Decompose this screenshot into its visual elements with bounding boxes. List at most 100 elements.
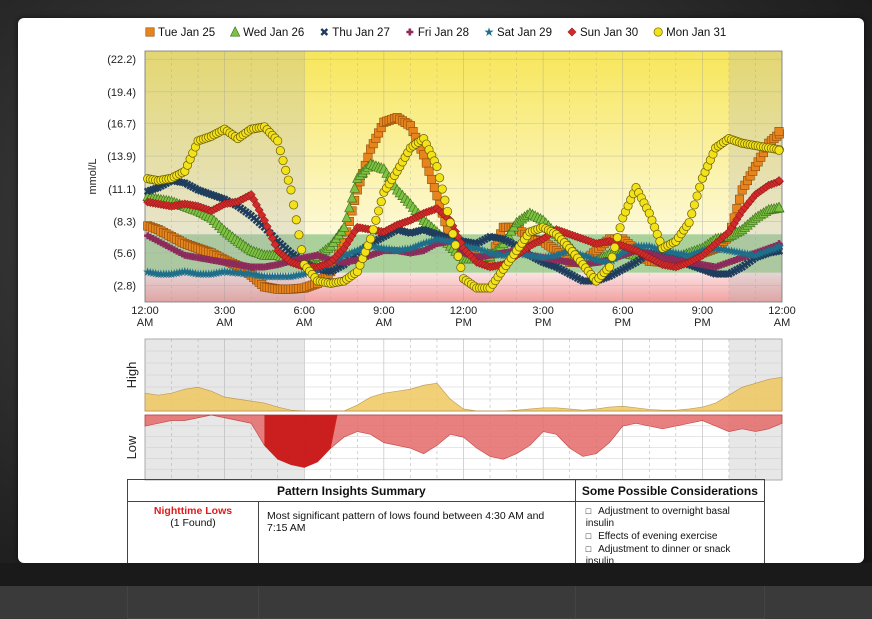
data-point: ★: [737, 246, 748, 260]
data-point: ★: [341, 247, 352, 261]
data-point: ★: [604, 255, 615, 269]
data-point: ★: [251, 268, 262, 282]
data-point: ★: [408, 240, 419, 254]
data-point: [689, 200, 699, 210]
data-point: [684, 218, 694, 228]
data-point: ★: [384, 242, 395, 256]
data-point: ★: [694, 245, 705, 259]
x-tick-label: 3:00: [214, 305, 235, 317]
data-point: ★: [763, 244, 774, 258]
data-point: ★: [665, 245, 676, 259]
considerations-cell: Adjustment to overnight basal insulin Ef…: [574, 501, 766, 572]
data-point: ★: [434, 232, 445, 246]
data-point: ★: [463, 240, 474, 254]
data-point: ★: [275, 269, 286, 283]
data-point: ★: [593, 253, 604, 267]
data-point: ★: [540, 250, 551, 264]
data-point: [421, 158, 431, 168]
x-tick-label: 9:00: [373, 305, 394, 317]
y-tick-label: (19.4): [107, 87, 136, 99]
x-tick-label: 6:00: [612, 305, 633, 317]
data-point: ★: [503, 247, 514, 261]
y-tick-label: (2.8): [113, 281, 136, 293]
data-point: ★: [349, 245, 360, 259]
data-point: ★: [243, 267, 254, 281]
data-point: ★: [264, 269, 275, 283]
data-point: ★: [678, 247, 689, 261]
data-point: ★: [750, 248, 761, 262]
data-point: ★: [217, 265, 228, 279]
x-tick-label: AM: [376, 317, 393, 329]
data-point: ★: [652, 242, 663, 256]
data-point: ★: [670, 246, 681, 260]
data-point: ★: [601, 255, 612, 269]
data-point: ★: [219, 265, 230, 279]
data-point: ★: [288, 269, 299, 283]
data-point: ★: [230, 266, 241, 280]
pattern-cell[interactable]: Nighttime Lows (1 Found): [127, 501, 259, 572]
data-point: ★: [161, 267, 172, 281]
data-point: ★: [482, 245, 493, 259]
data-point: ★: [673, 246, 684, 260]
data-point: ★: [410, 239, 421, 253]
data-point: ★: [615, 248, 626, 262]
pattern-insights-table: Pattern Insights Summary Some Possible C…: [127, 479, 766, 619]
data-point: ★: [713, 242, 724, 256]
data-point: ★: [710, 241, 721, 255]
data-point: ★: [296, 267, 307, 281]
data-point: ★: [676, 247, 687, 261]
data-point: ★: [402, 242, 413, 256]
data-point: ★: [522, 248, 533, 262]
data-point: ★: [256, 269, 267, 283]
data-point: [735, 194, 745, 204]
data-point: ★: [355, 243, 366, 257]
pattern-description: Most significant pattern of lows found b…: [258, 501, 576, 572]
data-point: ★: [286, 269, 297, 283]
y-axis-label: mmol/L: [87, 158, 99, 194]
data-point: ★: [201, 267, 212, 281]
data-point: [612, 233, 622, 243]
data-point: [281, 165, 291, 175]
data-point: ★: [588, 252, 599, 266]
data-point: ★: [294, 268, 305, 282]
data-point: ★: [150, 267, 161, 281]
data-point: ★: [644, 239, 655, 253]
data-point: [366, 234, 376, 244]
data-point: ★: [692, 246, 703, 260]
data-point: ★: [524, 248, 535, 262]
data-point: ★: [612, 250, 623, 264]
bottom-bar: [0, 563, 872, 586]
legend-label: Sat Jan 29: [497, 27, 552, 39]
data-point: [775, 240, 783, 248]
series-mon-jan-31: [143, 122, 784, 293]
data-point: [349, 182, 360, 193]
x-tick-label: PM: [535, 317, 552, 329]
data-point: ★: [373, 240, 384, 254]
data-point: ★: [753, 247, 764, 261]
data-point: ★: [371, 240, 382, 254]
data-point: ★: [575, 247, 586, 261]
legend-marker: [406, 28, 414, 36]
x-tick-label: 12:00: [131, 305, 159, 317]
data-point: ★: [716, 242, 727, 256]
data-point: ★: [718, 243, 729, 257]
data-point: ★: [769, 242, 780, 256]
data-point: ★: [397, 243, 408, 257]
data-point: [604, 262, 615, 272]
data-point: ★: [164, 267, 175, 281]
data-point: [432, 162, 442, 172]
data-point: [374, 206, 384, 216]
legend-marker: [653, 27, 663, 37]
legend-marker: [320, 28, 329, 36]
x-tick-label: 12:00: [450, 305, 478, 317]
data-point: ★: [179, 265, 190, 279]
legend-marker: [567, 27, 577, 37]
data-point: ★: [485, 246, 496, 260]
data-point: ★: [280, 269, 291, 283]
legend-label: Sun Jan 30: [580, 27, 638, 39]
data-point: [344, 201, 355, 213]
data-point: ★: [532, 250, 543, 264]
data-point: [774, 145, 784, 155]
data-point: ★: [214, 266, 225, 280]
data-point: ★: [416, 238, 427, 252]
